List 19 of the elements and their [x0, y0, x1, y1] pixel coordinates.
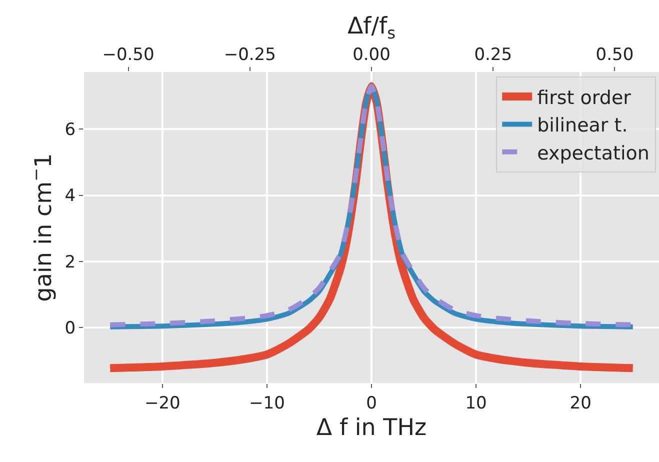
y-tick-label: 2: [64, 252, 76, 272]
x-tick-label: 10: [465, 393, 487, 414]
x2-axis-title: Δf/f$_{s}$: [347, 14, 396, 42]
y-tick-label: 0: [64, 318, 76, 338]
y-tick-label: 6: [64, 120, 76, 140]
x2-tick-label: −0.50: [102, 45, 154, 66]
x2-tick-label: 0.00: [352, 45, 390, 66]
x-tick-label: 20: [570, 393, 592, 414]
x2-tick-label: 0.50: [596, 45, 634, 66]
legend-label: first order: [537, 86, 632, 109]
x-tick-label: 0: [366, 393, 377, 414]
x-tick-label: −20: [144, 393, 180, 414]
x2-tick-label: −0.25: [224, 45, 276, 66]
x-axis-title: Δ f in THz: [316, 415, 427, 441]
legend-label: expectation: [537, 142, 650, 164]
legend-label: bilinear t.: [537, 114, 628, 137]
x2-tick-label: 0.25: [474, 45, 512, 66]
x-tick-label: −10: [249, 393, 285, 414]
y-tick-label: 4: [64, 186, 76, 206]
